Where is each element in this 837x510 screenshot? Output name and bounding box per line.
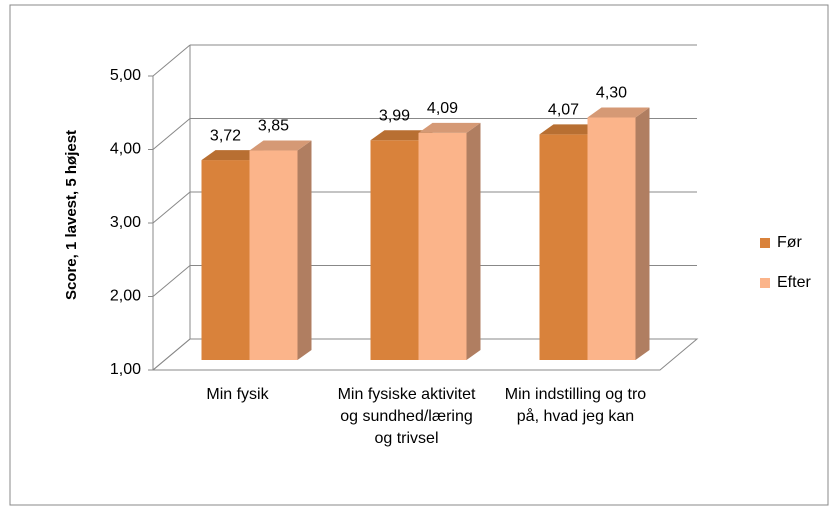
value-label: 3,85 xyxy=(258,118,289,135)
x-tick-label: Min indstilling og tro på, hvad jeg kan xyxy=(504,386,647,425)
y-tick-label: 2,00 xyxy=(110,288,141,305)
bar-top xyxy=(418,122,481,133)
legend-swatch xyxy=(760,238,770,248)
legend-swatch xyxy=(760,278,770,288)
bar xyxy=(539,134,588,360)
bar-side xyxy=(297,140,312,360)
y-tick-label: 4,00 xyxy=(110,141,141,158)
bar xyxy=(587,117,636,360)
chart-border xyxy=(9,4,829,506)
bar xyxy=(370,140,419,360)
bar xyxy=(201,160,250,360)
legend-label: Efter xyxy=(777,274,811,291)
y-axis-title: Score, 1 lavest, 5 højest xyxy=(63,130,80,300)
bar-top xyxy=(201,150,264,161)
y-tick-label: 3,00 xyxy=(110,214,141,231)
bar-top xyxy=(249,140,312,151)
grid-line xyxy=(152,44,191,77)
y-tick-label: 5,00 xyxy=(110,67,141,84)
value-label: 3,72 xyxy=(210,127,241,144)
x-tick-label: Min fysiske aktivitet og sundhed/læring … xyxy=(337,386,476,447)
value-label: 4,07 xyxy=(548,102,579,119)
grid-line xyxy=(152,191,191,224)
grid-line xyxy=(152,118,191,150)
grid-line xyxy=(152,265,191,297)
value-label: 4,30 xyxy=(596,85,627,102)
bar xyxy=(249,150,298,360)
value-label: 3,99 xyxy=(379,107,410,124)
bar-top xyxy=(539,124,602,135)
grid-line xyxy=(152,338,191,371)
legend-label: Før xyxy=(777,234,803,251)
x-tick-label: Min fysik xyxy=(206,386,269,403)
y-tick-label: 1,00 xyxy=(110,361,141,378)
bar-side xyxy=(466,122,481,360)
bar-top xyxy=(587,107,650,118)
value-label: 4,09 xyxy=(427,100,458,117)
bar-side xyxy=(635,107,650,360)
bar xyxy=(418,132,467,360)
bar-top xyxy=(370,130,433,141)
